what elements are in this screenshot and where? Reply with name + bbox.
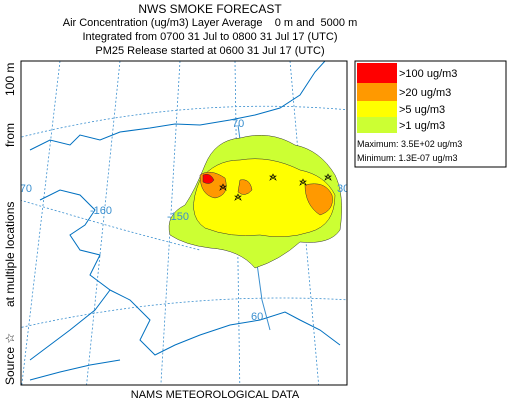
legend-items: >100 ug/m3 >20 ug/m3 >5 ug/m3 >1 ug/m3: [357, 63, 457, 133]
legend-label: >5 ug/m3: [399, 104, 445, 116]
map: 70 -170 -160 -150 60 30: [10, 61, 349, 385]
subtitle: Integrated from 0700 31 Jul to 0800 31 J…: [83, 31, 338, 43]
legend-label: >1 ug/m3: [399, 120, 445, 132]
map-frame: [20, 60, 348, 386]
side-label: Source ☆: [3, 333, 17, 385]
footer: NAMS METEOROLOGICAL DATA: [131, 389, 300, 401]
grid-label: 30: [337, 183, 349, 195]
subtitle: PM25 Release started at 0600 31 Jul 17 (…: [95, 45, 324, 57]
legend-label: >100 ug/m3: [399, 68, 457, 80]
grid-label: 70: [232, 118, 244, 130]
legend-swatch: [357, 83, 397, 101]
maximum: Maximum: 3.5E+02 ug/m3: [357, 139, 462, 149]
legend-swatch: [357, 101, 397, 117]
side-label: 100 m: [3, 63, 17, 96]
legend-label: >20 ug/m3: [399, 87, 451, 99]
side-label: from: [3, 123, 17, 147]
minimum: Minimum: 1.3E-07 ug/m3: [357, 153, 458, 163]
grid-label: -160: [90, 205, 112, 217]
legend: >100 ug/m3 >20 ug/m3 >5 ug/m3 >1 ug/m3 Maxi…: [354, 60, 507, 168]
subtitle: Air Concentration (ug/m3) Layer Average …: [63, 17, 358, 29]
title: NWS SMOKE FORECAST: [138, 2, 282, 16]
legend-swatch: [357, 63, 397, 83]
side-label: at multiple locations: [3, 202, 17, 307]
legend-swatch: [357, 117, 397, 133]
grid-label: -150: [167, 211, 189, 223]
grid-label: -170: [10, 183, 32, 195]
grid-label: 60: [251, 311, 263, 323]
